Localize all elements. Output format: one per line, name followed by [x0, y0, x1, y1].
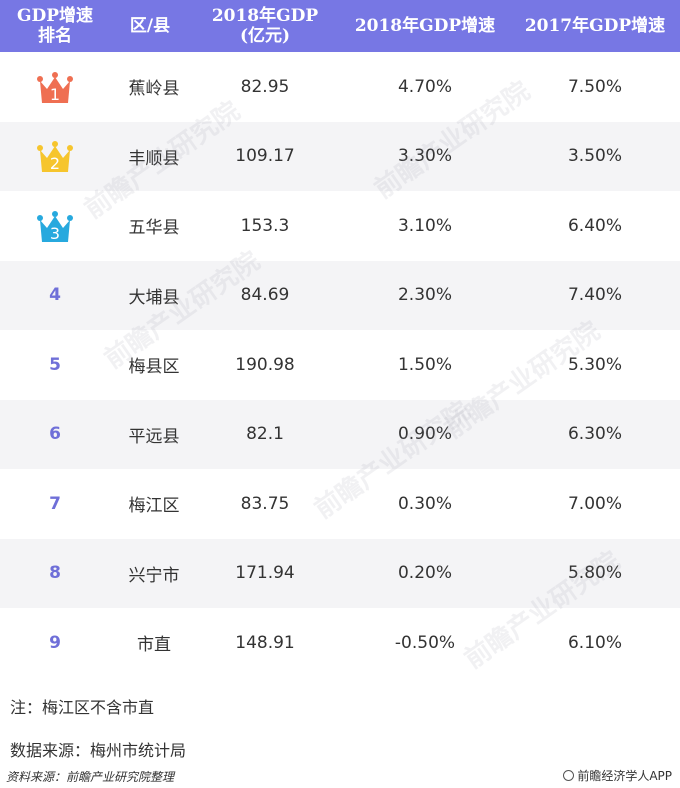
growth-2017-cell: 7.40% [567, 285, 622, 306]
table-row: 7 梅江区 83.75 0.30% 7.00% [0, 469, 680, 539]
growth-2018-cell: 3.30% [397, 146, 452, 167]
growth-2018-cell: 4.70% [397, 76, 452, 97]
gdp-cell: 171.94 [235, 563, 295, 584]
growth-2017-cell: 6.10% [567, 632, 622, 653]
brand-icon [563, 770, 575, 781]
gdp-cell: 82.1 [246, 424, 284, 445]
growth-2017-cell: 6.40% [567, 215, 622, 236]
district-cell: 梅江区 [128, 496, 180, 517]
table-row: 9 市直 148.91 -0.50% 6.10% [0, 608, 680, 678]
rank-cell: 9 [0, 633, 110, 653]
rank-number: 2 [50, 154, 60, 173]
growth-2018-cell: 0.30% [397, 493, 452, 514]
rank-cell: 3 [0, 206, 110, 246]
header-rank-line1: GDP增速 [16, 6, 94, 26]
table-row: 4 大埔县 84.69 2.30% 7.40% [0, 260, 680, 330]
rank-number: 9 [49, 632, 61, 653]
table-row: 5 梅县区 190.98 1.50% 5.30% [0, 330, 680, 400]
header-growth-2018: 2018年GDP增速 [354, 16, 496, 36]
crown-blue-icon: 3 [37, 210, 73, 243]
district-cell: 兴宁市 [128, 565, 180, 586]
rank-number: 7 [49, 493, 61, 514]
header-gdp-line1: 2018年GDP [211, 6, 319, 26]
growth-2017-cell: 3.50% [567, 146, 622, 167]
header-rank: GDP增速 排名 [0, 6, 110, 46]
rank-cell: 2 [0, 136, 110, 176]
rank-cell: 8 [0, 563, 110, 583]
district-cell: 平远县 [128, 426, 180, 447]
growth-2018-cell: 0.20% [397, 563, 452, 584]
crown-yellow-icon: 2 [37, 141, 73, 173]
growth-2017-cell: 7.50% [567, 76, 622, 97]
gdp-cell: 82.95 [240, 76, 290, 97]
table-row: 6 平远县 82.1 0.90% 6.30% [0, 399, 680, 469]
rank-number: 8 [49, 563, 61, 584]
rank-number: 6 [49, 424, 61, 445]
table-row: 1 蕉岭县 82.95 4.70% 7.50% [0, 52, 680, 122]
rank-cell: 4 [0, 285, 110, 305]
header-gdp: 2018年GDP (亿元) [190, 6, 340, 46]
table-header: GDP增速 排名 区/县 2018年GDP (亿元) 2018年GDP增速 20… [0, 0, 680, 52]
note-source: 数据来源：梅州市统计局 [10, 741, 187, 760]
district-cell: 梅县区 [128, 357, 180, 378]
header-district: 区/县 [129, 16, 171, 36]
note-excludes: 注：梅江区不含市直 [10, 698, 155, 717]
district-cell: 市直 [137, 635, 171, 656]
header-gdp-line2: (亿元) [239, 26, 291, 46]
growth-2017-cell: 5.30% [567, 354, 622, 375]
rank-cell: 5 [0, 355, 110, 375]
rank-number: 3 [50, 224, 60, 243]
district-cell: 蕉岭县 [128, 79, 180, 100]
gdp-table: GDP增速 排名 区/县 2018年GDP (亿元) 2018年GDP增速 20… [0, 0, 680, 678]
crown-orange-icon: 1 [37, 71, 73, 104]
growth-2018-cell: 2.30% [397, 285, 452, 306]
gdp-cell: 109.17 [235, 146, 295, 167]
header-rank-line2: 排名 [38, 26, 72, 46]
rank-cell: 7 [0, 494, 110, 514]
growth-2017-cell: 7.00% [567, 493, 622, 514]
gdp-cell: 153.3 [240, 215, 290, 236]
rank-number: 4 [49, 285, 61, 306]
growth-2018-cell: -0.50% [394, 632, 456, 653]
district-cell: 丰顺县 [128, 148, 180, 169]
district-cell: 大埔县 [128, 287, 180, 308]
table-row: 2 丰顺县 109.17 3.30% 3.50% [0, 121, 680, 191]
growth-2018-cell: 0.90% [397, 424, 452, 445]
table-body: 1 蕉岭县 82.95 4.70% 7.50% 2 丰顺县 109.17 3.30% 3.50% 3… [0, 52, 680, 678]
table-row: 8 兴宁市 171.94 0.20% 5.80% [0, 538, 680, 608]
gdp-cell: 148.91 [235, 632, 295, 653]
district-cell: 五华县 [128, 218, 180, 239]
footer-brand-label: 前瞻经济学人APP [577, 769, 672, 783]
footer-source: 资料来源：前瞻产业研究院整理 [6, 770, 175, 784]
rank-cell: 1 [0, 67, 110, 107]
rank-cell: 6 [0, 424, 110, 444]
gdp-cell: 83.75 [240, 493, 290, 514]
rank-number: 1 [50, 85, 60, 104]
growth-2018-cell: 1.50% [397, 354, 452, 375]
growth-2017-cell: 6.30% [567, 424, 622, 445]
growth-2017-cell: 5.80% [567, 563, 622, 584]
table-row: 3 五华县 153.3 3.10% 6.40% [0, 191, 680, 261]
header-growth-2017: 2017年GDP增速 [524, 16, 666, 36]
gdp-cell: 190.98 [235, 354, 295, 375]
gdp-cell: 84.69 [240, 285, 290, 306]
footer-brand: 前瞻经济学人APP [563, 767, 672, 784]
rank-number: 5 [49, 354, 61, 375]
growth-2018-cell: 3.10% [397, 215, 452, 236]
